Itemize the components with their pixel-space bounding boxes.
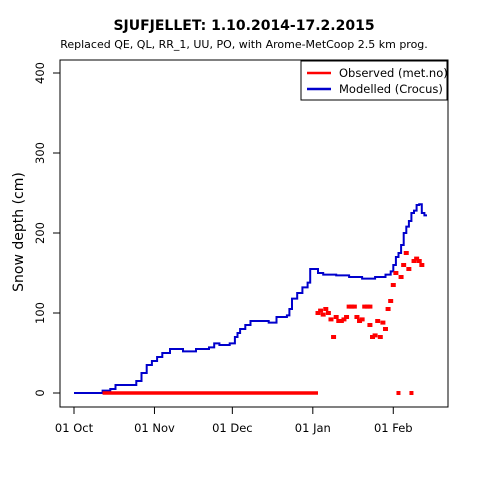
y-tick-label-4: 400 xyxy=(33,62,47,84)
observed-point-28 xyxy=(385,307,391,311)
x-tick-label-1: 01 Nov xyxy=(134,421,175,435)
legend-label-observed: Observed (met.no) xyxy=(339,66,448,80)
observed-point-29 xyxy=(388,299,394,303)
observed-point-35 xyxy=(406,267,412,271)
observed-point-8 xyxy=(336,319,342,323)
chart-subtitle: Replaced QE, QL, RR_1, UU, PO, with Arom… xyxy=(60,38,428,51)
observed-point-24 xyxy=(375,319,381,323)
observed-point-7 xyxy=(333,315,339,319)
observed-point-38 xyxy=(416,259,422,263)
legend-box xyxy=(300,60,448,101)
observed-point-20 xyxy=(367,304,373,309)
observed-point-18 xyxy=(362,304,368,309)
observed-point-17 xyxy=(359,317,365,322)
x-tick-label-0: 01 Oct xyxy=(55,421,94,435)
observed-point-10 xyxy=(341,317,347,322)
observed-point-0 xyxy=(315,311,321,315)
observed-point-13 xyxy=(349,304,355,309)
observed-point-31 xyxy=(393,271,399,275)
y-tick-label-3: 300 xyxy=(33,142,47,164)
x-tick-label-4: 01 Feb xyxy=(374,421,413,435)
y-tick-label-0: 0 xyxy=(33,389,47,396)
observed-point-21 xyxy=(367,323,373,327)
observed-point-9 xyxy=(338,319,344,323)
observed-point-6 xyxy=(331,335,337,339)
observed-point-33 xyxy=(401,263,407,267)
plot-frame xyxy=(59,59,449,408)
observed-point-22 xyxy=(370,335,376,339)
observed-point-zero-1 xyxy=(409,391,414,395)
observed-point-36 xyxy=(411,259,417,263)
observed-point-5 xyxy=(328,317,334,322)
y-axis-label: Snow depth (cm) xyxy=(11,172,27,292)
observed-point-32 xyxy=(398,275,404,279)
y-tick-label-1: 100 xyxy=(33,302,47,324)
observed-point-11 xyxy=(344,315,350,319)
x-tick-label-2: 01 Dec xyxy=(212,421,253,435)
plot-layer: 01 Oct 01 Nov 01 Dec 01 Jan 01 Feb 0 100 200 300… xyxy=(33,62,427,435)
observed-point-39 xyxy=(419,263,425,267)
legend-label-modelled: Modelled (Crocus) xyxy=(339,82,443,96)
observed-point-1 xyxy=(318,308,324,313)
observed-point-2 xyxy=(320,312,326,317)
observed-point-25 xyxy=(377,335,383,339)
observed-point-37 xyxy=(414,256,420,261)
observed-point-14 xyxy=(351,304,357,309)
observed-point-34 xyxy=(403,251,409,255)
observed-point-27 xyxy=(382,327,388,331)
observed-point-16 xyxy=(357,319,363,323)
observed-point-15 xyxy=(354,315,360,319)
observed-point-zero-0 xyxy=(396,391,401,395)
series-modelled-line xyxy=(74,203,427,394)
x-tick-label-3: 01 Jan xyxy=(295,421,331,435)
chart-title: SJUFJELLET: 1.10.2014-17.2.2015 xyxy=(113,18,374,34)
legend: Observed (met.no) Modelled (Crocus) xyxy=(300,60,448,101)
observed-point-4 xyxy=(325,311,331,315)
observed-point-12 xyxy=(346,304,352,309)
observed-point-23 xyxy=(372,333,378,338)
observed-point-30 xyxy=(390,283,396,287)
observed-point-19 xyxy=(364,304,370,309)
y-tick-label-2: 200 xyxy=(33,222,47,244)
observed-point-26 xyxy=(380,320,386,325)
observed-point-3 xyxy=(323,307,329,311)
